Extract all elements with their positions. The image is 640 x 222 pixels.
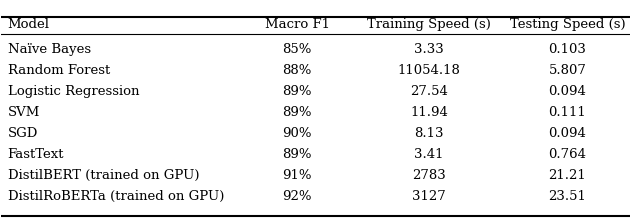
Text: 3127: 3127 [412,190,446,203]
Text: 2783: 2783 [412,169,446,182]
Text: 23.51: 23.51 [548,190,586,203]
Text: 3.33: 3.33 [414,43,444,56]
Text: SVM: SVM [8,106,40,119]
Text: Training Speed (s): Training Speed (s) [367,18,491,31]
Text: 27.54: 27.54 [410,85,448,98]
Text: 8.13: 8.13 [414,127,444,140]
Text: 0.111: 0.111 [548,106,586,119]
Text: Naïve Bayes: Naïve Bayes [8,43,91,56]
Text: 0.103: 0.103 [548,43,586,56]
Text: 21.21: 21.21 [548,169,586,182]
Text: 89%: 89% [282,148,312,161]
Text: 0.764: 0.764 [548,148,586,161]
Text: 3.41: 3.41 [414,148,444,161]
Text: Logistic Regression: Logistic Regression [8,85,139,98]
Text: Macro F1: Macro F1 [264,18,330,31]
Text: 91%: 91% [282,169,312,182]
Text: 0.094: 0.094 [548,85,586,98]
Text: 0.094: 0.094 [548,127,586,140]
Text: 89%: 89% [282,85,312,98]
Text: 5.807: 5.807 [548,64,586,77]
Text: Random Forest: Random Forest [8,64,110,77]
Text: Model: Model [8,18,50,31]
Text: Testing Speed (s): Testing Speed (s) [509,18,625,31]
Text: 11054.18: 11054.18 [397,64,461,77]
Text: FastText: FastText [8,148,64,161]
Text: 92%: 92% [282,190,312,203]
Text: 85%: 85% [282,43,312,56]
Text: DistilBERT (trained on GPU): DistilBERT (trained on GPU) [8,169,199,182]
Text: 88%: 88% [282,64,312,77]
Text: 11.94: 11.94 [410,106,448,119]
Text: SGD: SGD [8,127,38,140]
Text: DistilRoBERTa (trained on GPU): DistilRoBERTa (trained on GPU) [8,190,224,203]
Text: 89%: 89% [282,106,312,119]
Text: 90%: 90% [282,127,312,140]
